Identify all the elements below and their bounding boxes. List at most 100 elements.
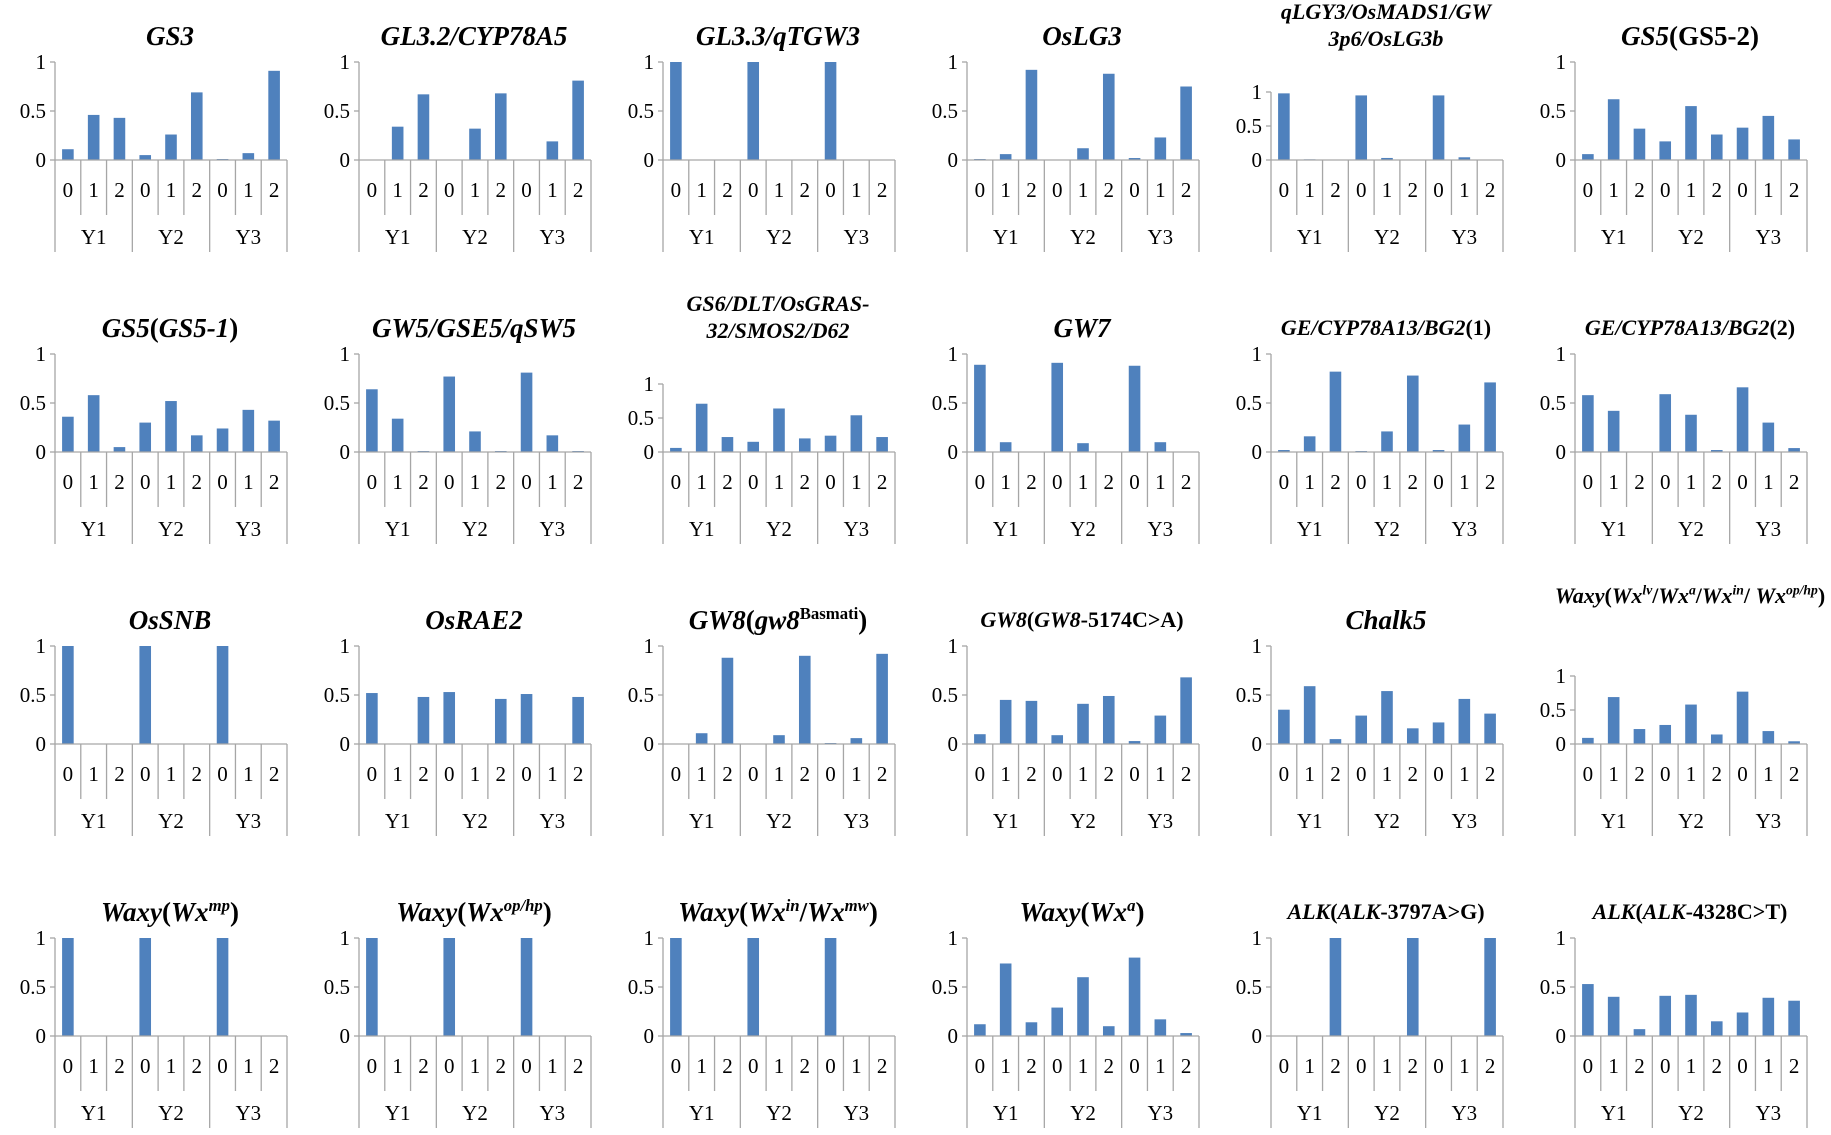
group-label: Y2: [766, 1101, 792, 1125]
bar: [1582, 154, 1594, 160]
group-label: Y2: [462, 809, 488, 833]
bar: [87, 114, 100, 160]
category-label: 1: [1382, 762, 1393, 786]
bar-chart: 00.510 1 2 0 1 2 0 1 2Y1 Y2 Y3: [628, 926, 896, 1128]
chart-title-part: (: [1635, 899, 1643, 924]
category-label: 0: [367, 470, 378, 494]
bar: [417, 696, 430, 744]
category-label: 1: [1382, 470, 1393, 494]
bar: [242, 153, 255, 160]
bar: [999, 963, 1012, 1036]
category-label: 1: [1459, 762, 1470, 786]
group-label: Y2: [1070, 225, 1096, 249]
category-label: 2: [496, 470, 507, 494]
category-label: 0: [1737, 178, 1748, 202]
category-label: 0: [671, 470, 682, 494]
bar: [87, 395, 100, 452]
bar: [1484, 938, 1496, 1036]
group-label: Y2: [462, 225, 488, 249]
y-tick-label: 0: [644, 148, 655, 172]
bar: [366, 693, 378, 744]
chart-title-part: ): [542, 897, 552, 927]
chart-panel: GS6/DLT/OsGRAS-32/SMOS2/D62 0 0.5 1 0 1 2 0 1 2 0 1…: [608, 291, 912, 584]
category-label: 1: [392, 762, 403, 786]
bar: [113, 117, 126, 160]
category-label: 0: [748, 178, 759, 202]
bar: [1710, 134, 1723, 160]
y-tick-label: 0: [1252, 148, 1263, 172]
bar: [974, 1024, 986, 1036]
bar: [443, 692, 456, 744]
bar: [190, 435, 203, 452]
category-label: 2: [1485, 178, 1496, 202]
bar: [1458, 698, 1471, 744]
group-label: Y2: [158, 1101, 184, 1125]
category-label: 1: [1155, 470, 1166, 494]
category-label: 2: [1330, 178, 1341, 202]
chart-panel: GW8(gw8Basmati) 0 0.5 1 0 1 2 0 1 2 0 1 2 Y1 Y2 Y3: [608, 584, 912, 876]
category-label: 0: [367, 762, 378, 786]
group-label: Y2: [1070, 517, 1096, 541]
bar: [139, 646, 152, 744]
bar: [1607, 697, 1620, 744]
group-label: Y1: [1297, 225, 1323, 249]
bar: [1582, 984, 1594, 1036]
category-label: 2: [1330, 470, 1341, 494]
chart-title-part: Chalk5: [1345, 605, 1427, 635]
bar: [469, 431, 481, 452]
group-label: Y1: [993, 517, 1019, 541]
category-label: 1: [1304, 178, 1315, 202]
category-label: 2: [192, 1054, 203, 1078]
category-label: 2: [800, 470, 811, 494]
chart-title-part: GS5-1: [158, 313, 230, 343]
category-label: 1: [851, 470, 862, 494]
category-label: 2: [496, 1054, 507, 1078]
bar: [1659, 724, 1672, 744]
category-label: 1: [1078, 470, 1089, 494]
category-label: 0: [1052, 1054, 1063, 1078]
category-label: 1: [1459, 178, 1470, 202]
group-label: Y2: [462, 517, 488, 541]
category-label: 0: [1052, 178, 1063, 202]
chart-title-part: GL3.2/CYP78A5: [380, 21, 568, 51]
chart-title-part: -3797A>G): [1380, 899, 1485, 924]
bar: [747, 62, 760, 160]
category-label: 1: [470, 1054, 481, 1078]
category-label: 2: [496, 178, 507, 202]
chart-panel: Waxy(Wxa) 0 0.5 1 0 1 2 0 1 2 0 1 2 Y1 Y2 Y3: [912, 876, 1216, 1135]
bar: [1736, 127, 1749, 160]
bar: [1025, 1022, 1038, 1036]
category-label: 2: [722, 762, 733, 786]
group-label: Y1: [81, 225, 107, 249]
bar: [1710, 1021, 1723, 1036]
category-label: 2: [269, 470, 280, 494]
category-label: 2: [1026, 1054, 1037, 1078]
y-tick-label: 0.5: [628, 406, 654, 430]
bar-chart: 00.510 1 2 0 1 2 0 1 2Y1 Y2 Y3: [1236, 634, 1504, 836]
chart-title: GW8(gw8Basmati): [638, 604, 918, 635]
y-tick-label: 1: [644, 50, 655, 74]
category-label: 1: [1459, 1054, 1470, 1078]
bar-chart: 00.510 1 2 0 1 2 0 1 2Y1 Y2 Y3: [1236, 80, 1504, 252]
y-tick-label: 0.5: [1540, 698, 1566, 722]
y-tick-label: 0.5: [20, 975, 46, 999]
group-label: Y1: [1297, 517, 1323, 541]
chart-title-part: GW8: [688, 605, 746, 635]
bar: [773, 408, 785, 452]
category-label: 2: [418, 470, 429, 494]
chart-title-part: Basmati: [799, 604, 859, 623]
category-label: 1: [166, 470, 177, 494]
chart-title: Chalk5: [1246, 606, 1526, 634]
category-label: 2: [800, 762, 811, 786]
category-label: 0: [444, 470, 455, 494]
group-label: Y3: [843, 517, 869, 541]
chart-title-part: /: [1743, 583, 1756, 608]
category-label: 0: [975, 1054, 986, 1078]
chart-panel: GW8(GW8-5174C>A) 0 0.5 1 0 1 2 0 1 2 0 1 2 Y1 Y2 Y3: [912, 584, 1216, 876]
group-label: Y1: [81, 809, 107, 833]
chart-title-part: ): [1135, 897, 1145, 927]
chart-panel: Waxy(Wxlv/Wxa/Wxin/ Wxop/hp) 0 0.5 1 0 1 2 0 1 2 0…: [1520, 583, 1825, 876]
category-label: 0: [1583, 762, 1594, 786]
category-label: 2: [573, 762, 584, 786]
y-tick-label: 0: [36, 440, 47, 464]
